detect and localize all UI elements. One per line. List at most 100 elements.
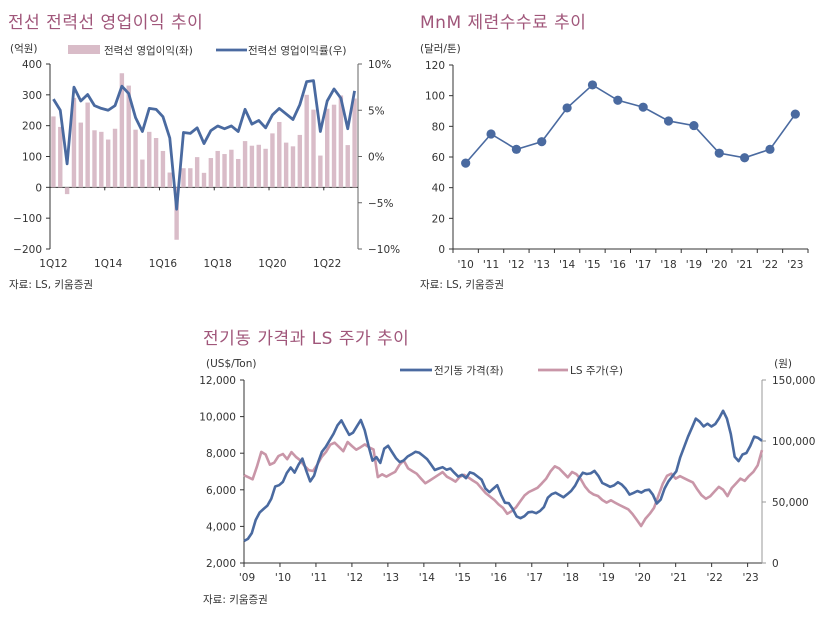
c2-data-point [613, 95, 623, 105]
c2-xtick-label: '18 [660, 259, 676, 271]
c1-bar [331, 104, 337, 188]
c1-legend-line-label: 전력선 영업이익률(우) [248, 44, 346, 57]
c3-xtick-label: '17 [527, 572, 543, 584]
c2-ytick-label: 120 [425, 60, 445, 72]
c1-xtick-label: 1Q20 [258, 258, 286, 270]
c1-bar [249, 145, 255, 188]
c3-copper-line [243, 409, 763, 543]
c2-xtick-label: '12 [508, 259, 524, 271]
chart1-source: 자료: LS, 키움증권 [9, 279, 94, 291]
c3-legend-copper-label: 전기동 가격(좌) [434, 364, 504, 377]
c2-data-point [663, 116, 674, 126]
c3-xtick-label: '09 [239, 572, 255, 584]
c1-bar [105, 139, 111, 188]
c3-ytick-label: 12,000 [199, 375, 236, 387]
c1-bar [208, 158, 214, 188]
c1-bar [297, 134, 303, 188]
c1-bar [242, 141, 248, 188]
c1-bar [283, 142, 289, 188]
c1-bar [147, 131, 152, 188]
c2-data-point [486, 129, 496, 139]
c1-bar [222, 154, 227, 188]
c1-legend-bar-swatch [68, 45, 100, 54]
c1-bar [311, 109, 316, 188]
c2-data-point [740, 153, 750, 163]
c1-bar [345, 145, 350, 188]
c3-ytick-label: 8,000 [206, 448, 236, 460]
c1-legend-bar-label: 전력선 영업이익(좌) [104, 44, 193, 57]
c2-xtick-label: '17 [635, 259, 651, 271]
c2-data-point [562, 103, 572, 113]
c3-xtick-label: '21 [671, 572, 687, 584]
c2-ytick-label: 100 [425, 91, 445, 103]
c2-xtick-label: '23 [787, 259, 803, 271]
c2-xtick-label: '19 [686, 259, 702, 271]
c3-ytick-label: 4,000 [206, 521, 236, 533]
c2-ytick-label: 60 [432, 152, 445, 164]
c1-bar [133, 129, 138, 188]
c2-data-point [461, 158, 471, 168]
c3-y2tick-label: 100,000 [772, 436, 815, 448]
c1-bar [352, 98, 357, 188]
c1-bar [167, 172, 172, 188]
c1-xtick-label: 1Q22 [313, 258, 341, 270]
c3-xtick-label: '19 [599, 572, 615, 584]
c1-bar [229, 149, 234, 188]
c2-xtick-label: '10 [458, 259, 474, 271]
c1-bar [92, 130, 97, 188]
c2-xtick-label: '22 [762, 259, 778, 271]
c3-y2tick-label: 50,000 [772, 497, 809, 509]
c3-xtick-label: '15 [455, 572, 471, 584]
c3-y2label: (원) [774, 358, 792, 370]
c1-xtick-label: 1Q14 [94, 258, 123, 270]
c1-bar [58, 126, 63, 188]
c3-y2tick-label: 150,000 [772, 375, 815, 387]
c1-bar [78, 122, 83, 188]
c2-ytick-label: 20 [432, 213, 445, 225]
c3-xtick-label: '10 [275, 572, 291, 584]
c1-ytick-label: −100 [13, 213, 42, 225]
c1-y2tick-label: 5% [368, 105, 385, 117]
c2-xtick-label: '21 [736, 259, 752, 271]
c3-xtick-label: '18 [563, 572, 579, 584]
c1-bar [188, 168, 193, 188]
c2-xtick-label: '13 [534, 259, 550, 271]
c1-margin-line [52, 79, 356, 211]
c2-ylabel: (달러/톤) [420, 43, 461, 55]
chart3-source: 자료: 키움증권 [203, 594, 268, 606]
c3-ytick-label: 2,000 [206, 558, 236, 570]
c1-bar [112, 128, 118, 188]
c1-ytick-label: 100 [22, 152, 42, 164]
c1-bar [119, 73, 125, 188]
chart2-source: 자료: LS, 키움증권 [420, 279, 505, 291]
c1-bar [194, 157, 200, 188]
c2-xtick-label: '15 [584, 259, 600, 271]
c3-xtick-label: '13 [383, 572, 399, 584]
c2-ytick-label: 0 [438, 244, 445, 256]
c1-bar [304, 94, 309, 188]
c3-xtick-label: '12 [347, 572, 363, 584]
c2-data-point [587, 80, 598, 90]
c1-bar [256, 144, 261, 188]
c1-ytick-label: 300 [22, 90, 42, 102]
c2-ytick-label: 80 [432, 121, 445, 133]
c3-ls-stock-line [243, 440, 764, 528]
c1-bar [51, 116, 56, 188]
c3-ytick-label: 6,000 [206, 485, 236, 497]
c1-bar [140, 159, 145, 188]
c2-data-point [765, 144, 775, 154]
c3-xtick-label: '23 [742, 572, 758, 584]
c1-ytick-label: 0 [35, 182, 42, 194]
c2-xtick-label: '20 [711, 259, 727, 271]
c1-xtick-label: 1Q18 [204, 258, 232, 270]
chart3-title: 전기동 가격과 LS 주가 추이 [203, 329, 410, 349]
c1-ylabel: (억원) [10, 43, 38, 55]
c2-data-point [638, 102, 648, 112]
c1-xtick-label: 1Q16 [149, 258, 178, 270]
c1-bar [263, 148, 268, 188]
c2-xtick-label: '16 [610, 259, 627, 271]
c1-bar [201, 172, 207, 188]
c1-bar [85, 102, 90, 188]
c3-xtick-label: '22 [707, 572, 723, 584]
